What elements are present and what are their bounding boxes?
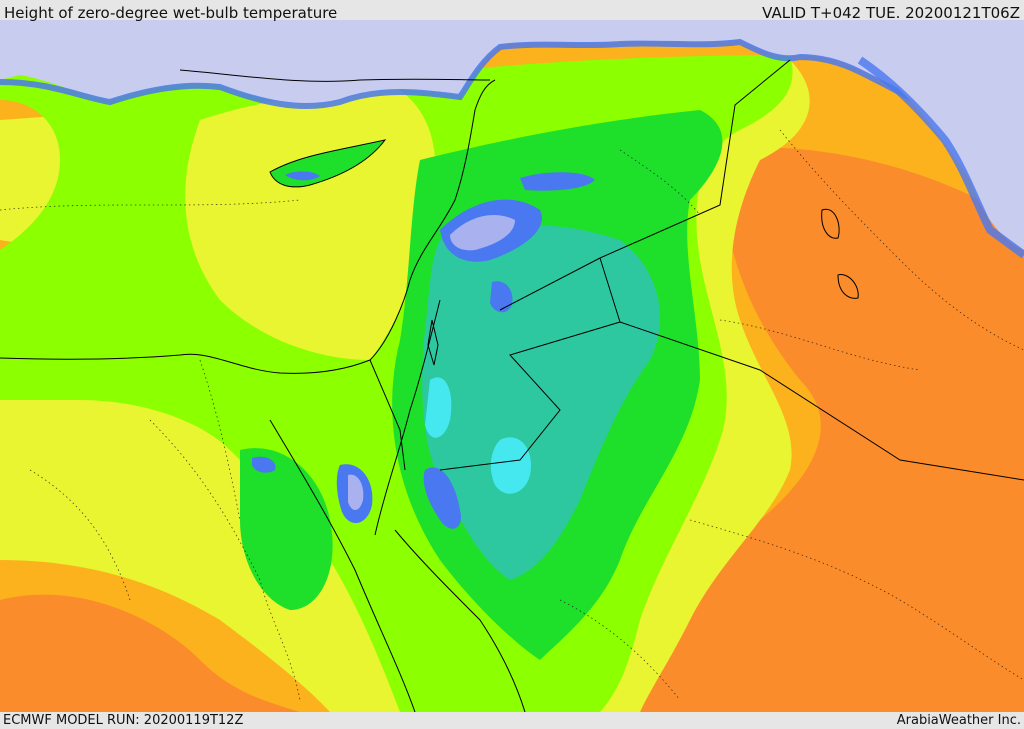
border-jordan-syria [499,257,601,311]
zone-orange-southwest [0,594,300,712]
coastline-turkey [179,69,491,82]
lake-tharthar [821,208,840,239]
credit: ArabiaWeather Inc. [896,713,1021,728]
zone-yellow-sinai [185,90,436,360]
map-title: Height of zero-degree wet-bulb temperatu… [4,4,338,22]
border-saudi-iraq [619,321,1024,481]
model-run: ECMWF MODEL RUN: 20200119T12Z [3,713,244,728]
zone-cyan-2 [425,377,452,438]
coastline-redsea-west [269,419,416,712]
coastline-gulf-aqaba [374,299,441,536]
dead-sea [427,319,439,366]
zone-green-sinai [240,448,333,610]
zone-lavender-lebanon [450,215,515,251]
coastline-egypt [0,279,411,374]
map-header: Height of zero-degree wet-bulb temperatu… [0,0,1024,22]
zone-blue-jordan [490,281,513,313]
borders [0,59,1024,712]
northeast-sea [870,20,1024,250]
zone-cyan-1 [490,437,531,494]
cyprus-highland [285,171,320,181]
zone-lavender-sinai [348,474,364,511]
valid-time: VALID T+042 TUE. 20200121T06Z [762,4,1020,22]
border-syria-iraq [599,59,791,259]
zone-blue-syria [520,172,595,191]
northeast-blue-band [857,56,1024,259]
map-footer: ECMWF MODEL RUN: 20200119T12Z ArabiaWeat… [0,712,1024,729]
zone-blue-egypt [252,456,276,473]
coastline-levant [409,79,496,281]
zone-blue-hejaz [423,467,461,529]
lake-habbaniyah [837,274,859,299]
province-lines [0,129,1024,701]
coastal-blue-band [0,38,1024,205]
border-jordan-saudi [439,257,621,471]
coastline-redsea-east [394,529,526,712]
weather-map[interactable] [0,20,1024,712]
border-egypt-israel [369,359,406,471]
zone-teal [422,225,660,580]
mediterranean-sea [0,20,1024,200]
